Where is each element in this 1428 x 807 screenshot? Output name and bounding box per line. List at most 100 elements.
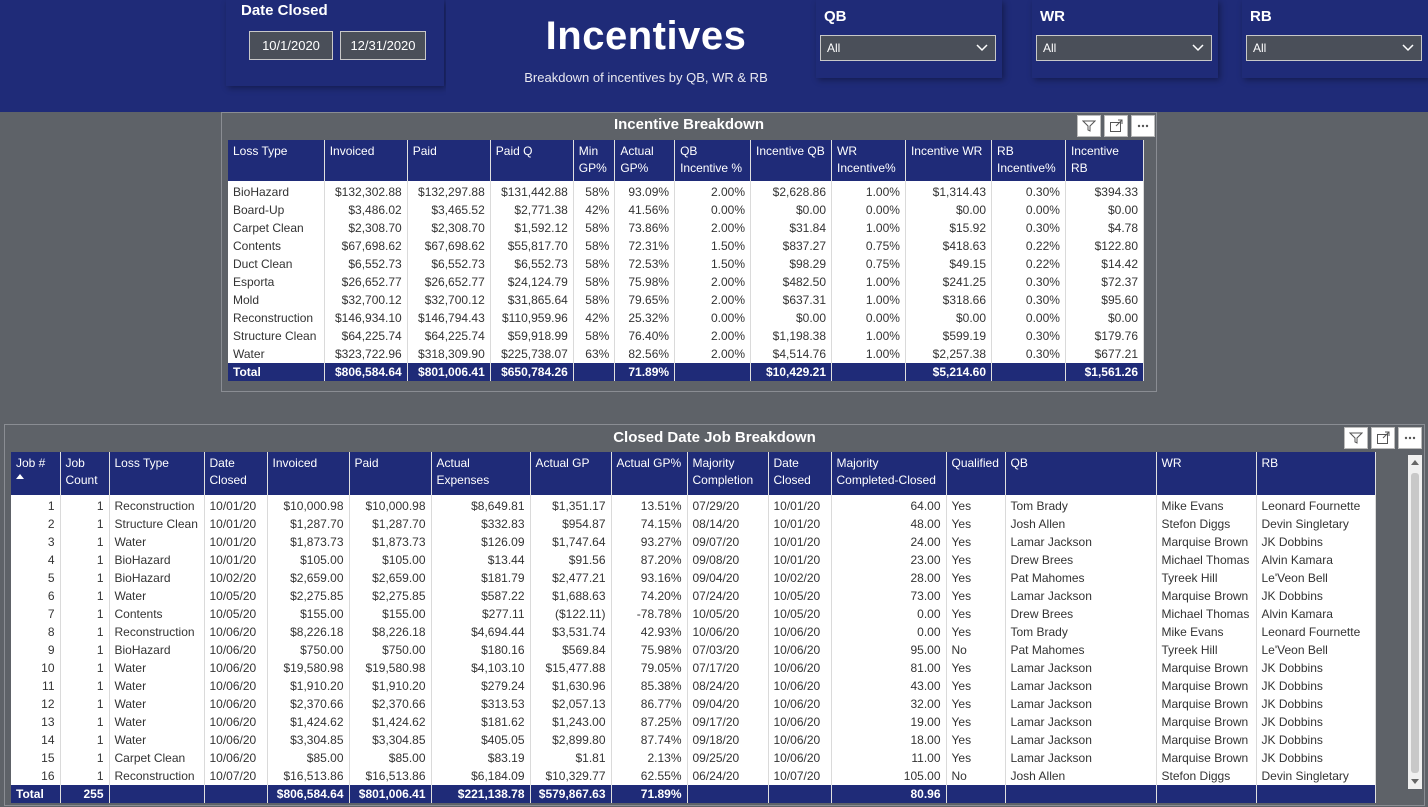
column-header[interactable]: Loss Type [109, 452, 205, 495]
table-cell[interactable]: $8,226.18 [349, 623, 432, 641]
column-header[interactable]: Invoiced [267, 452, 350, 495]
table-row[interactable]: BioHazard $132,302.88 $132,297.88 $131,442.… [228, 183, 1145, 201]
table-cell[interactable]: 0.00% [831, 309, 906, 327]
table-cell[interactable]: $1,198.38 [750, 327, 833, 345]
table-cell[interactable]: $332.83 [431, 515, 531, 533]
scroll-down-icon[interactable] [1408, 775, 1422, 789]
table-cell[interactable]: Mold [228, 291, 325, 309]
table-cell[interactable]: Water [109, 731, 205, 749]
table-cell[interactable]: 0.75% [831, 237, 906, 255]
table-cell[interactable]: 2 [11, 515, 61, 533]
table-row[interactable]: 5 1 BioHazard 10/02/20 $2,659.00 $2,659.00 $18… [11, 569, 1376, 587]
focus-mode-icon[interactable] [1371, 427, 1395, 449]
table-cell[interactable]: $482.50 [750, 273, 833, 291]
table-row[interactable]: 16 1 Reconstruction 10/07/20 $16,513.86 $16,5… [11, 767, 1376, 785]
sort-ascending-icon[interactable] [16, 474, 24, 479]
column-header[interactable]: Loss Type [228, 140, 325, 181]
table-cell[interactable]: $1,592.12 [490, 219, 574, 237]
table-cell[interactable]: Contents [228, 237, 325, 255]
table-cell[interactable]: Marquise Brown [1156, 587, 1257, 605]
table-cell[interactable]: Yes [946, 533, 1006, 551]
table-cell[interactable]: 0.22% [991, 237, 1066, 255]
table-cell[interactable]: $2,659.00 [267, 569, 350, 587]
table-cell[interactable]: Leonard Fournette [1256, 623, 1376, 641]
table-cell[interactable]: 10/01/20 [204, 515, 268, 533]
table-cell[interactable]: Structure Clean [228, 327, 325, 345]
table-cell[interactable]: 09/25/20 [687, 749, 769, 767]
table-cell[interactable]: $31.84 [750, 219, 833, 237]
table-cell[interactable]: 10/06/20 [204, 695, 268, 713]
table-cell[interactable]: 18.00 [831, 731, 947, 749]
table-cell[interactable]: 0.00% [991, 309, 1066, 327]
table-cell[interactable]: 74.20% [611, 587, 688, 605]
table-row[interactable]: Contents $67,698.62 $67,698.62 $55,817.70 58… [228, 237, 1145, 255]
table-cell[interactable]: $394.33 [1065, 183, 1145, 201]
table-cell[interactable]: 10/06/20 [204, 623, 268, 641]
table-cell[interactable]: $3,304.85 [349, 731, 432, 749]
table-cell[interactable]: Stefon Diggs [1156, 767, 1257, 785]
table-row[interactable]: Duct Clean $6,552.73 $6,552.73 $6,552.73 58%… [228, 255, 1145, 273]
table-cell[interactable]: 85.38% [611, 677, 688, 695]
table-cell[interactable]: 10/05/20 [687, 605, 769, 623]
table-cell[interactable]: 10/01/20 [768, 497, 832, 515]
table-cell[interactable]: 06/24/20 [687, 767, 769, 785]
table-cell[interactable]: Yes [946, 551, 1006, 569]
table-cell[interactable]: $1,630.96 [530, 677, 612, 695]
table-cell[interactable]: 42% [573, 201, 616, 219]
table-cell[interactable]: Drew Brees [1005, 551, 1157, 569]
table-cell[interactable]: $0.00 [750, 309, 833, 327]
table-cell[interactable]: $3,486.02 [324, 201, 408, 219]
table-cell[interactable]: $132,302.88 [324, 183, 408, 201]
table-cell[interactable]: Marquise Brown [1156, 659, 1257, 677]
table-cell[interactable]: JK Dobbins [1256, 731, 1376, 749]
table-cell[interactable]: $26,652.77 [407, 273, 491, 291]
table-cell[interactable]: $31,865.64 [490, 291, 574, 309]
table-cell[interactable]: 2.00% [674, 345, 752, 363]
table-cell[interactable]: 0.30% [991, 345, 1066, 363]
table-cell[interactable]: 0.75% [831, 255, 906, 273]
table-cell[interactable]: Lamar Jackson [1005, 587, 1157, 605]
table-cell[interactable]: $2,659.00 [349, 569, 432, 587]
table-cell[interactable]: -78.78% [611, 605, 688, 623]
table-cell[interactable]: Devin Singletary [1256, 767, 1376, 785]
table-cell[interactable]: $98.29 [750, 255, 833, 273]
table-cell[interactable]: $1,873.73 [267, 533, 350, 551]
table-cell[interactable]: 75.98% [611, 641, 688, 659]
table-cell[interactable]: $1,243.00 [530, 713, 612, 731]
table-cell[interactable]: $2,628.86 [750, 183, 833, 201]
table-cell[interactable]: BioHazard [109, 569, 205, 587]
column-header[interactable]: Incentive RB [1065, 140, 1145, 181]
table-cell[interactable]: 75.98% [614, 273, 676, 291]
table-cell[interactable]: Lamar Jackson [1005, 659, 1157, 677]
table-cell[interactable]: $1,424.62 [267, 713, 350, 731]
table-cell[interactable]: 11 [11, 677, 61, 695]
table-cell[interactable]: $599.19 [905, 327, 993, 345]
table-cell[interactable]: Tom Brady [1005, 623, 1157, 641]
table-cell[interactable]: $2,370.66 [267, 695, 350, 713]
table-cell[interactable]: 10/05/20 [204, 587, 268, 605]
table-cell[interactable]: Mike Evans [1156, 623, 1257, 641]
table-cell[interactable]: $313.53 [431, 695, 531, 713]
table-cell[interactable]: Le'Veon Bell [1256, 641, 1376, 659]
table-cell[interactable]: Tyreek Hill [1156, 641, 1257, 659]
table-cell[interactable]: Pat Mahomes [1005, 569, 1157, 587]
table-cell[interactable]: Lamar Jackson [1005, 695, 1157, 713]
table-cell[interactable]: 72.31% [614, 237, 676, 255]
table-cell[interactable]: JK Dobbins [1256, 677, 1376, 695]
table-row[interactable]: 14 1 Water 10/06/20 $3,304.85 $3,304.85 $405.0… [11, 731, 1376, 749]
scrollbar-thumb[interactable] [1411, 473, 1419, 773]
table-cell[interactable]: 10/06/20 [768, 731, 832, 749]
table-cell[interactable]: 0.00% [674, 309, 752, 327]
table-cell[interactable]: $181.79 [431, 569, 531, 587]
column-header[interactable]: WR Incentive% [831, 140, 906, 181]
more-options-icon[interactable] [1398, 427, 1422, 449]
table-row[interactable]: 10 1 Water 10/06/20 $19,580.98 $19,580.98 $4,1… [11, 659, 1376, 677]
table-cell[interactable]: 87.74% [611, 731, 688, 749]
table-cell[interactable]: 10/06/20 [768, 713, 832, 731]
table-cell[interactable]: 10/06/20 [204, 749, 268, 767]
table-cell[interactable]: 0.00 [831, 623, 947, 641]
column-header[interactable]: Date Closed [768, 452, 832, 495]
table-cell[interactable]: $67,698.62 [407, 237, 491, 255]
table-cell[interactable]: $1,688.63 [530, 587, 612, 605]
table-cell[interactable]: 09/04/20 [687, 569, 769, 587]
